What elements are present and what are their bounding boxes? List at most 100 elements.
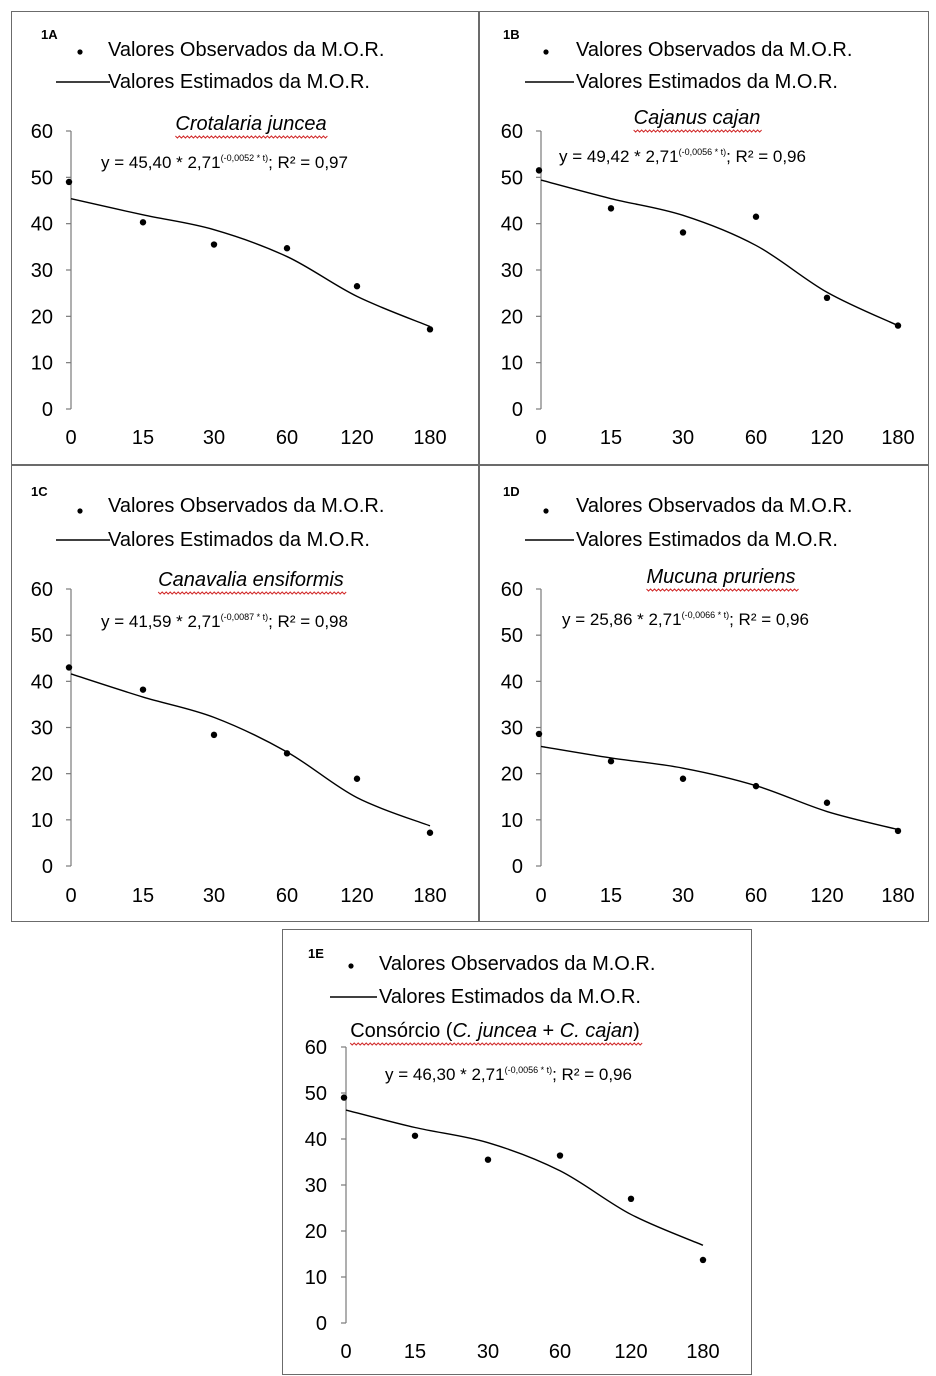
observed-data-point xyxy=(823,799,831,806)
legend-label-estimated: Valores Estimados da M.O.R. xyxy=(576,71,838,93)
chart-svg: 1B Valores Observados da M.O.R. Valores Es… xyxy=(501,27,915,449)
x-tick-label: 120 xyxy=(810,885,843,907)
x-tick-label: 60 xyxy=(276,885,298,907)
y-tick-label: 10 xyxy=(305,1267,327,1289)
y-tick-label: 0 xyxy=(512,399,523,421)
observed-data-point xyxy=(411,1132,419,1139)
observed-data-point xyxy=(607,205,615,212)
regression-equation: y = 25,86 * 2,71(-0,0066 * t); R² = 0,96 xyxy=(562,610,809,629)
x-tick-label: 15 xyxy=(132,885,154,907)
equation-base: y = 45,40 * 2,71 xyxy=(101,153,221,172)
observed-data-point xyxy=(210,241,218,248)
y-tick-label: 50 xyxy=(305,1083,327,1105)
observed-data-point xyxy=(894,827,902,835)
chart-title: Crotalaria juncea xyxy=(175,113,326,135)
equation-exponent: (-0,0056 * t) xyxy=(505,1065,553,1075)
observed-data-point xyxy=(679,775,687,782)
panel-label: 1A xyxy=(41,27,58,42)
observed-data-point xyxy=(283,750,291,757)
chart-panel-1d: 1D Valores Observados da M.O.R. Valores Es… xyxy=(479,465,929,922)
chart-panel-1a: 1A Valores Observados da M.O.R. Valores Es… xyxy=(11,11,479,465)
x-tick-label: 30 xyxy=(203,885,225,907)
equation-r2: ; R² = 0,98 xyxy=(268,612,348,631)
equation-r2: ; R² = 0,97 xyxy=(268,153,348,172)
chart-title-part: C. juncea xyxy=(452,1020,537,1042)
observed-data-point xyxy=(65,178,73,186)
y-tick-label: 50 xyxy=(31,625,53,647)
observed-data-point xyxy=(627,1195,635,1202)
regression-equation: y = 41,59 * 2,71(-0,0087 * t); R² = 0,98 xyxy=(101,612,348,631)
chart-title: Consórcio (C. juncea + C. cajan) xyxy=(350,1020,640,1042)
observed-data-point xyxy=(752,213,760,220)
chart-panel-1e: 1E Valores Observados da M.O.R. Valores Es… xyxy=(282,929,752,1375)
y-tick-label: 10 xyxy=(31,810,53,832)
observed-data-point xyxy=(699,1256,707,1264)
legend-label-observed: Valores Observados da M.O.R. xyxy=(108,495,384,517)
y-tick-label: 0 xyxy=(316,1313,327,1335)
chart-panel-1c: 1C Valores Observados da M.O.R. Valores Es… xyxy=(11,465,479,922)
panel-label: 1E xyxy=(308,946,324,961)
y-tick-label: 60 xyxy=(501,579,523,601)
legend-label-estimated: Valores Estimados da M.O.R. xyxy=(576,529,838,551)
x-tick-label: 15 xyxy=(404,1341,426,1363)
x-tick-label: 60 xyxy=(549,1341,571,1363)
legend-marker-observed xyxy=(77,508,83,514)
y-tick-label: 30 xyxy=(501,718,523,740)
x-tick-label: 180 xyxy=(881,885,914,907)
equation-base: y = 46,30 * 2,71 xyxy=(385,1065,505,1084)
regression-equation: y = 45,40 * 2,71(-0,0052 * t); R² = 0,97 xyxy=(101,153,348,172)
legend-label-estimated: Valores Estimados da M.O.R. xyxy=(379,986,641,1008)
chart-title-part: C. cajan xyxy=(560,1020,633,1042)
legend-label-observed: Valores Observados da M.O.R. xyxy=(379,953,655,975)
observed-data-point xyxy=(210,731,218,739)
y-tick-label: 40 xyxy=(305,1129,327,1151)
equation-exponent: (-0,0087 * t) xyxy=(221,612,269,622)
estimated-series-line xyxy=(540,745,899,831)
observed-data-point xyxy=(556,1152,564,1159)
estimated-series-line xyxy=(70,197,431,328)
equation-exponent: (-0,0066 * t) xyxy=(682,610,730,620)
x-tick-label: 60 xyxy=(745,885,767,907)
x-tick-label: 0 xyxy=(535,885,546,907)
observed-data-point xyxy=(607,758,615,765)
equation-exponent: (-0,0056 * t) xyxy=(679,147,727,157)
chart-panel-1b: 1B Valores Observados da M.O.R. Valores Es… xyxy=(479,11,929,465)
equation-r2: ; R² = 0,96 xyxy=(729,610,809,629)
y-tick-label: 10 xyxy=(501,353,523,375)
observed-data-point xyxy=(283,245,291,252)
y-tick-label: 20 xyxy=(305,1221,327,1243)
y-tick-label: 0 xyxy=(512,856,523,878)
observed-data-point xyxy=(340,1094,348,1101)
legend-marker-observed xyxy=(77,49,83,55)
equation-r2: ; R² = 0,96 xyxy=(552,1065,632,1084)
x-tick-label: 180 xyxy=(413,427,446,449)
equation-base: y = 41,59 * 2,71 xyxy=(101,612,221,631)
chart-title: Canavalia ensiformis xyxy=(158,569,344,591)
legend-marker-observed xyxy=(348,963,354,969)
spellcheck-underline xyxy=(157,591,347,595)
y-tick-label: 20 xyxy=(501,306,523,328)
spellcheck-underline xyxy=(633,129,762,133)
legend-label-observed: Valores Observados da M.O.R. xyxy=(576,39,852,61)
chart-svg: 1A Valores Observados da M.O.R. Valores Es… xyxy=(31,27,447,449)
y-tick-label: 50 xyxy=(501,625,523,647)
x-tick-label: 120 xyxy=(340,885,373,907)
observed-data-point xyxy=(139,686,147,693)
y-tick-label: 60 xyxy=(31,579,53,601)
y-tick-label: 50 xyxy=(501,167,523,189)
panel-label: 1C xyxy=(31,484,48,499)
observed-data-point xyxy=(426,829,434,836)
observed-data-point xyxy=(353,775,361,782)
x-tick-label: 0 xyxy=(65,427,76,449)
spellcheck-underline xyxy=(646,588,799,592)
observed-data-point xyxy=(535,167,543,174)
x-tick-label: 15 xyxy=(600,885,622,907)
legend-marker-observed xyxy=(543,49,549,55)
y-tick-label: 50 xyxy=(31,167,53,189)
x-tick-label: 30 xyxy=(203,427,225,449)
chart-svg: 1C Valores Observados da M.O.R. Valores Es… xyxy=(31,484,447,907)
x-tick-label: 180 xyxy=(881,427,914,449)
x-tick-label: 120 xyxy=(614,1341,647,1363)
x-tick-label: 0 xyxy=(340,1341,351,1363)
panel-label: 1B xyxy=(503,27,520,42)
